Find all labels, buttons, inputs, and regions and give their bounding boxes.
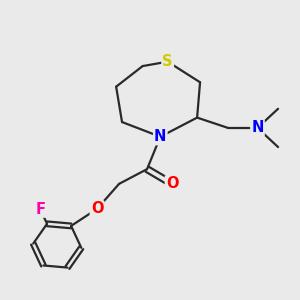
Text: S: S: [162, 54, 173, 69]
Text: F: F: [35, 202, 45, 217]
Text: N: N: [251, 120, 264, 135]
Text: O: O: [166, 176, 178, 191]
Text: O: O: [91, 201, 103, 216]
Text: N: N: [154, 129, 167, 144]
